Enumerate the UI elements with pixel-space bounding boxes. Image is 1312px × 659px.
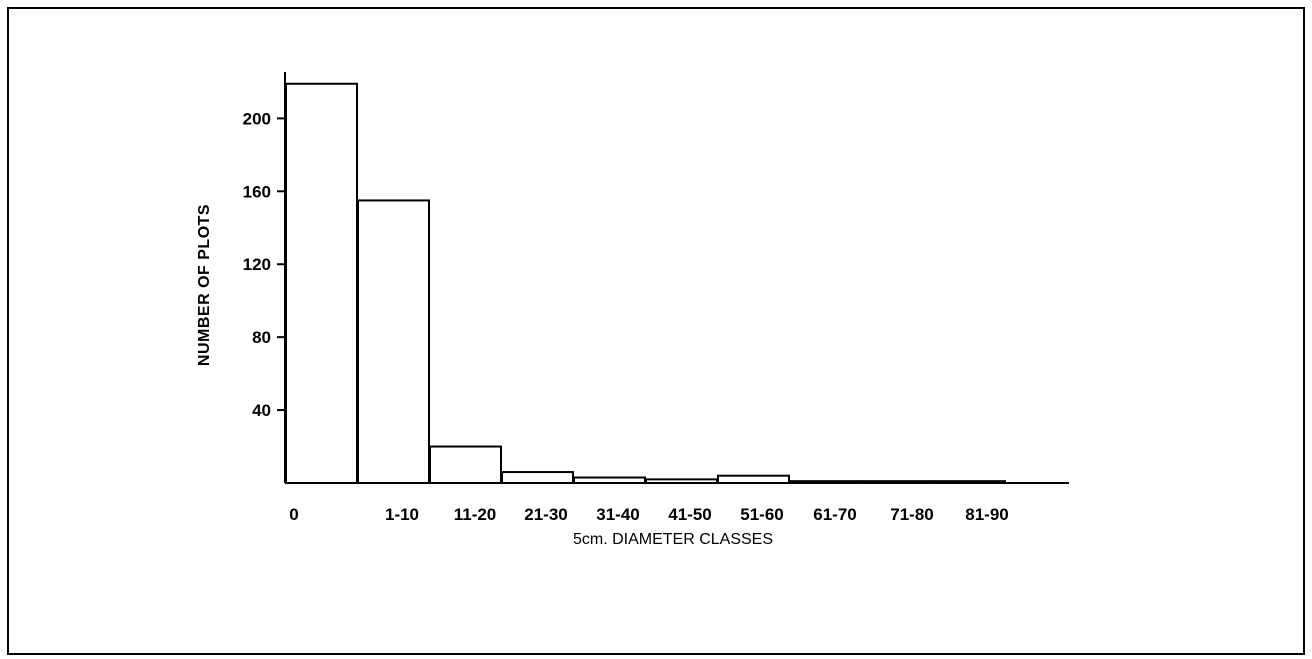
x-tick-label: 11-20 xyxy=(454,505,497,524)
bar xyxy=(645,478,718,485)
bar xyxy=(861,480,934,485)
y-tick-label: 80 xyxy=(252,328,271,347)
x-tick-label: 51-60 xyxy=(740,505,783,524)
bar xyxy=(933,480,1006,485)
x-axis-title: 5cm. DIAMETER CLASSES xyxy=(573,531,773,548)
histogram-chart: 40 80 120 160 200 0 1-10 11-20 21-30 31-40 41-50 5… xyxy=(196,71,1069,548)
y-tick-label: 160 xyxy=(243,182,271,201)
x-tick-label: 0 xyxy=(289,505,298,524)
x-tick-label: 31-40 xyxy=(596,505,639,524)
y-tick-label: 200 xyxy=(243,109,271,128)
bar xyxy=(357,199,430,484)
y-tick-label: 120 xyxy=(243,255,271,274)
y-axis-title: NUMBER OF PLOTS xyxy=(196,204,213,366)
bar xyxy=(501,471,574,485)
bar xyxy=(285,82,358,484)
bar xyxy=(717,474,790,485)
x-tick-label: 61-70 xyxy=(813,505,856,524)
chart-frame: 40 80 120 160 200 0 1-10 11-20 21-30 31-40 41-50 5… xyxy=(7,7,1305,655)
x-tick-labels: 0 1-10 11-20 21-30 31-40 41-50 51-60 61-70 71-80… xyxy=(289,505,1008,524)
bars xyxy=(285,82,1006,485)
x-tick-label: 71-80 xyxy=(890,505,933,524)
x-tick-label: 1-10 xyxy=(385,505,419,524)
y-tick-label: 40 xyxy=(252,401,271,420)
x-tick-label: 81-90 xyxy=(965,505,1008,524)
x-tick-label: 41-50 xyxy=(668,505,711,524)
bar xyxy=(429,445,502,485)
y-axis: 40 80 120 160 200 xyxy=(243,71,286,483)
bar xyxy=(573,476,646,485)
x-tick-label: 21-30 xyxy=(524,505,567,524)
bar xyxy=(789,480,862,485)
